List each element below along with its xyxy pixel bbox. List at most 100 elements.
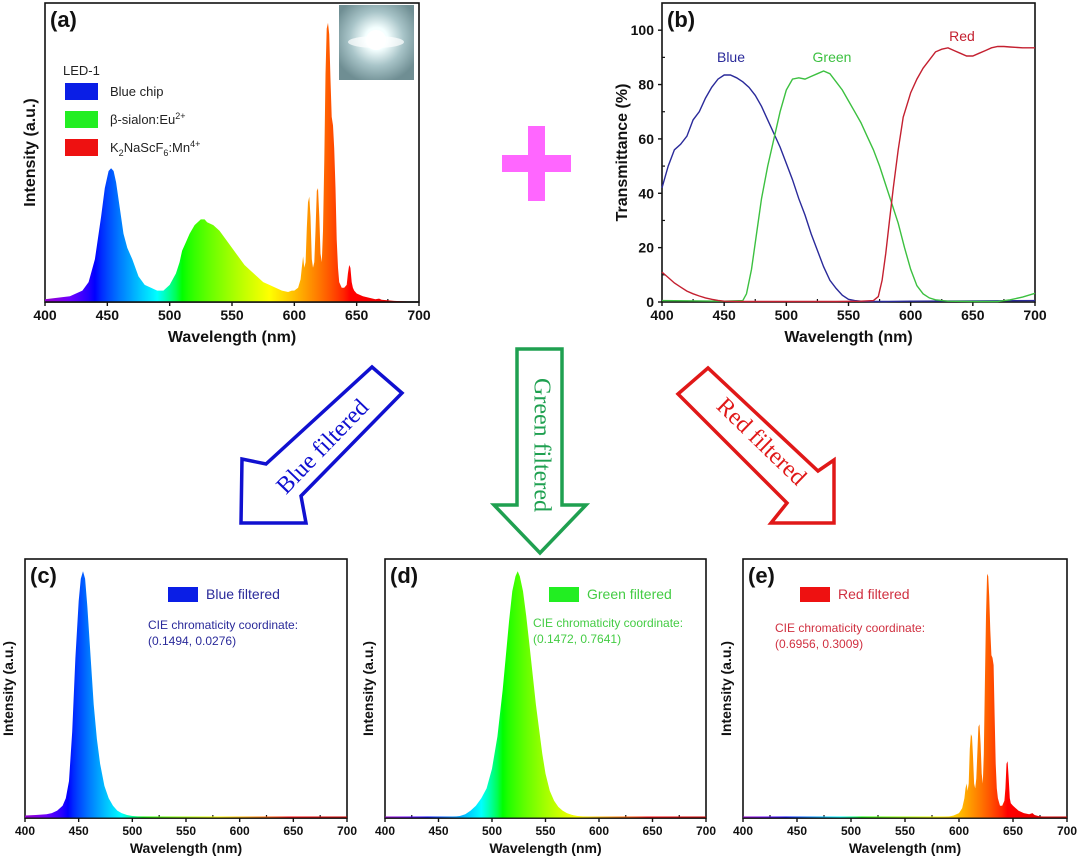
series-annotation: Blue: [717, 49, 745, 65]
x-tick-label: 400: [650, 307, 674, 323]
series-annotation: Red: [949, 28, 975, 44]
x-tick-label: 700: [337, 824, 357, 838]
legend-swatch: [800, 587, 830, 602]
x-tick-label: 600: [283, 307, 307, 323]
x-tick-label: 450: [69, 824, 89, 838]
x-tick-label: 400: [375, 824, 395, 838]
legend-swatch: [168, 587, 198, 602]
x-tick-label: 550: [535, 824, 555, 838]
x-axis-label: Wavelength (nm): [849, 840, 961, 856]
x-axis-label: Wavelength (nm): [489, 840, 601, 856]
legend-label-part: 6: [163, 148, 168, 158]
x-tick-label: 650: [283, 824, 303, 838]
x-tick-label: 600: [230, 824, 250, 838]
y-tick-label: 60: [638, 131, 654, 147]
x-tick-label: 650: [1003, 824, 1023, 838]
cie-coordinate-value: (0.1472, 0.7641): [533, 632, 621, 646]
x-tick-label: 600: [949, 824, 969, 838]
x-tick-label: 550: [895, 824, 915, 838]
green-filtered-arrow: Green filtered: [489, 347, 591, 556]
x-tick-label: 400: [15, 824, 35, 838]
y-axis-label: Transmittance (%): [614, 84, 631, 222]
x-tick-label: 450: [787, 824, 807, 838]
y-axis-label: Intensity (a.u.): [22, 98, 39, 206]
x-tick-label: 700: [1023, 307, 1047, 323]
x-tick-label: 700: [407, 307, 431, 323]
blue-filtered-arrow: Blue filtered: [239, 364, 405, 525]
spectrum-area: [25, 571, 347, 818]
panel-d-green-filtered: 400 450 500 550 600 650 700 Wavelength (nm) Inte…: [360, 558, 716, 856]
y-tick-label: 40: [638, 185, 654, 201]
legend-swatch: [65, 139, 98, 156]
x-tick-label: 450: [712, 307, 736, 323]
panel-label: (a): [50, 7, 77, 32]
legend-swatch: [549, 587, 579, 602]
x-tick-label: 650: [642, 824, 662, 838]
legend-title: LED-1: [63, 63, 100, 78]
cie-label: CIE chromaticity coordinate:: [533, 616, 683, 630]
spectrum-area: [743, 573, 1067, 818]
legend-label-part: β-sialon:Eu: [110, 112, 175, 127]
legend-label-part: K: [110, 140, 119, 155]
legend-label-part: 2+: [175, 111, 185, 121]
y-axis-label: Intensity (a.u.): [0, 641, 16, 736]
legend-label: β-sialon:Eu2+: [110, 111, 186, 127]
x-tick-label: 600: [589, 824, 609, 838]
panel-c-blue-filtered: 400 450 500 550 600 650 700 Wavelength (nm) Inte…: [0, 558, 357, 856]
x-tick-label: 400: [733, 824, 753, 838]
legend-label-part: Blue chip: [110, 84, 163, 99]
y-axis-label: Intensity (a.u.): [718, 641, 734, 736]
legend-swatch: [65, 111, 98, 128]
panel-e-red-filtered: 400 450 500 550 600 650 700 Wavelength (nm) Inte…: [718, 558, 1077, 856]
panel-label: (d): [390, 563, 418, 588]
x-axis-label: Wavelength (nm): [784, 329, 912, 346]
panel-label: (e): [748, 563, 775, 588]
x-axis-label: Wavelength (nm): [168, 329, 296, 346]
y-axis-label: Intensity (a.u.): [360, 641, 376, 736]
series-annotation: Green: [813, 49, 852, 65]
led-photo-inset: [339, 5, 414, 80]
x-tick-label: 500: [775, 307, 799, 323]
green-filtered-label: Green filtered: [528, 378, 554, 512]
series-line-green: [661, 70, 1036, 303]
cie-label: CIE chromaticity coordinate:: [775, 621, 925, 635]
x-tick-label: 650: [345, 307, 369, 323]
x-axis-label: Wavelength (nm): [130, 840, 242, 856]
x-tick-label: 500: [122, 824, 142, 838]
x-tick-label: 700: [1057, 824, 1077, 838]
x-tick-label: 600: [899, 307, 923, 323]
panel-a-led-spectrum: 400 450 500 550 600 650 700 Wavelength (nm) Inte…: [22, 2, 431, 346]
plot-frame: [661, 2, 1036, 303]
legend-label: K2NaScF6:Mn4+: [110, 139, 200, 158]
x-tick-label: 650: [961, 307, 985, 323]
x-tick-label: 550: [220, 307, 244, 323]
y-tick-label: 80: [638, 77, 654, 93]
series-line-red: [661, 45, 1035, 303]
legend-label-part: 2: [119, 148, 124, 158]
legend-label-part: 4+: [190, 139, 200, 149]
y-tick-label: 100: [631, 22, 655, 38]
legend-swatch: [65, 83, 98, 100]
x-tick-label: 450: [96, 307, 120, 323]
cie-label: CIE chromaticity coordinate:: [148, 618, 298, 632]
x-tick-label: 550: [176, 824, 196, 838]
legend-label: Green filtered: [587, 586, 672, 602]
legend-label-part: :Mn: [168, 140, 190, 155]
y-tick-label: 20: [638, 240, 654, 256]
legend-label-part: NaScF: [124, 140, 164, 155]
plus-sign-icon: [502, 126, 571, 201]
spectrum-area: [385, 571, 706, 818]
x-tick-label: 550: [837, 307, 861, 323]
x-tick-label: 450: [428, 824, 448, 838]
panel-label: (b): [667, 7, 695, 32]
spectrum-area: [45, 22, 419, 303]
x-tick-label: 500: [482, 824, 502, 838]
cie-coordinate-value: (0.1494, 0.0276): [148, 634, 236, 648]
cie-coordinate-value: (0.6956, 0.3009): [775, 637, 863, 651]
x-tick-label: 400: [33, 307, 57, 323]
red-filtered-arrow: Red filtered: [675, 365, 836, 525]
panel-b-transmittance: 400 450 500 550 600 650 700 Wavelength (nm) Tran…: [614, 2, 1047, 346]
legend-label: Blue chip: [110, 84, 163, 99]
legend-label: Red filtered: [838, 586, 910, 602]
